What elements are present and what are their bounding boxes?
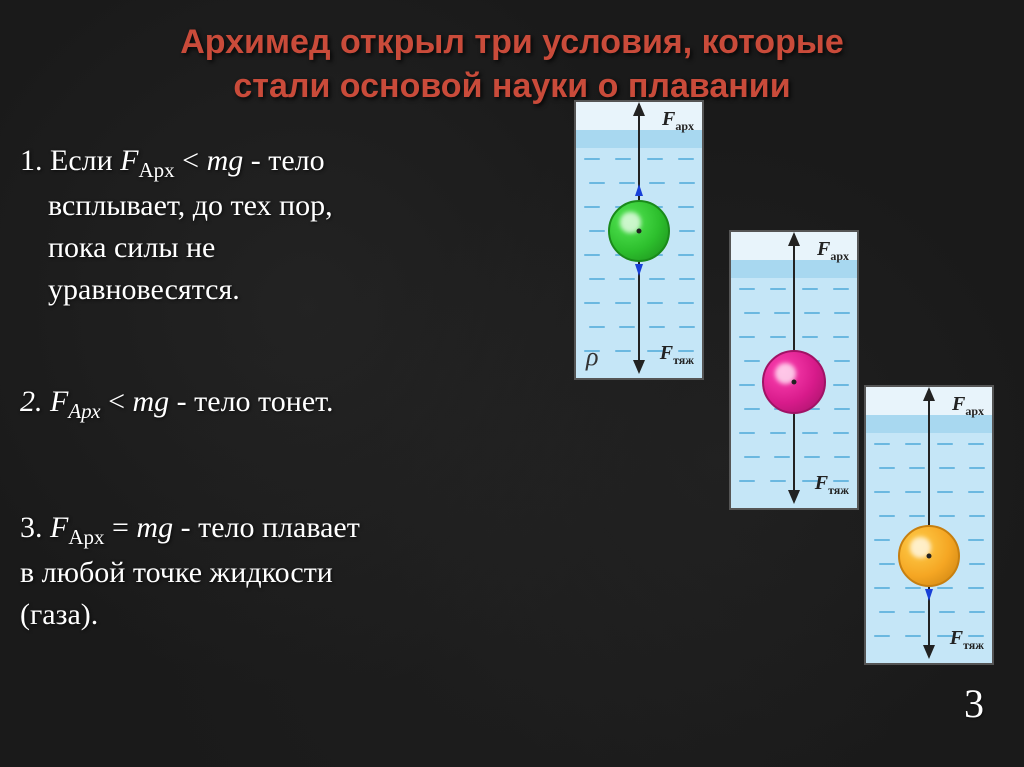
c1-sym: F [120, 144, 138, 177]
c3-l3: (газа). [20, 598, 98, 631]
c2-sym: F [50, 385, 68, 418]
c2-prefix: 2. [20, 385, 50, 418]
condition-1: 1. Если FАрх < mg - тело всплывает, до т… [20, 140, 540, 311]
c2-sub: Арх [68, 399, 100, 423]
beaker-d2: Fарх Fтяж [729, 230, 859, 510]
c3-prefix: 3. [20, 511, 50, 544]
c1-rhs: mg [207, 144, 244, 177]
conditions-text: 1. Если FАрх < mg - тело всплывает, до т… [20, 140, 540, 676]
c1-l3: пока силы не [48, 231, 215, 264]
label-f-tyazh: Fтяж [660, 342, 694, 368]
c3-suf1: - тело плавает [173, 511, 360, 544]
ball-d3 [898, 525, 960, 587]
ball-d2 [762, 350, 826, 414]
c1-op: < [175, 144, 207, 177]
c3-op: = [105, 511, 137, 544]
c2-suf: - тело тонет. [169, 385, 333, 418]
beaker-number-d3: 3 [964, 680, 984, 727]
label-f-arch: Fарх [817, 238, 849, 264]
c3-l2: в любой точке жидкости [20, 556, 333, 589]
c2-rhs: mg [132, 385, 169, 418]
label-f-tyazh: Fтяж [950, 627, 984, 653]
slide-title: Архимед открыл три условия, которые стал… [0, 0, 1024, 108]
rho-label: ρ [586, 342, 598, 372]
c1-suf1: - тело [243, 144, 324, 177]
c1-l4: уравновесятся. [48, 273, 240, 306]
ball-d1 [608, 200, 670, 262]
beaker-d1: Fарх Fтяж ρ [574, 100, 704, 380]
title-line1: Архимед открыл три условия, которые [180, 23, 844, 61]
c3-rhs: mg [136, 511, 173, 544]
condition-2: 2. FАрх < mg - тело тонет. [20, 381, 540, 426]
c1-l2: всплывает, до тех пор, [48, 189, 333, 222]
c2-op: < [101, 385, 133, 418]
diagrams-area: FархFтяжρ1FархFтяж2FархFтяж3 [564, 100, 994, 740]
label-f-arch: Fарх [662, 108, 694, 134]
c3-sym: F [50, 511, 68, 544]
condition-3: 3. FАрх = mg - тело плавает в любой точк… [20, 507, 540, 636]
label-f-arch: Fарх [952, 393, 984, 419]
label-f-tyazh: Fтяж [815, 472, 849, 498]
beaker-d3: Fарх Fтяж [864, 385, 994, 665]
c1-sub: Арх [139, 158, 175, 182]
c1-prefix: 1. Если [20, 144, 120, 177]
c3-sub: Арх [68, 525, 104, 549]
